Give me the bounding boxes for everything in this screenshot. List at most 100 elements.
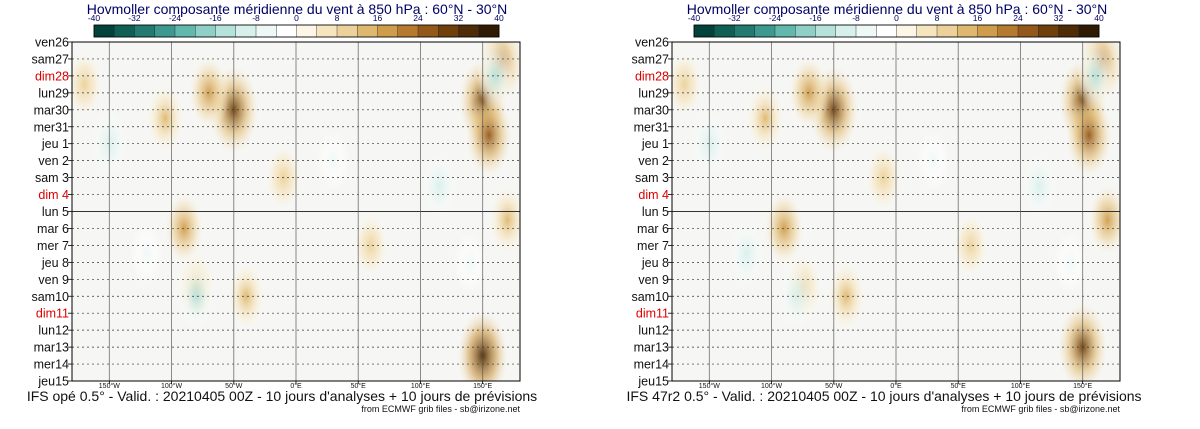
colorbar-tick-label: 16 <box>373 13 383 23</box>
y-tick-label: mar13 <box>634 341 669 355</box>
y-tick-label: mer 7 <box>37 239 69 253</box>
y-tick-label: ven 2 <box>638 154 669 168</box>
y-tick-label: lun29 <box>638 86 669 100</box>
colorbar-swatch <box>276 24 297 38</box>
field-blob <box>353 214 388 277</box>
colorbar-swatch <box>714 24 735 38</box>
colorbar-swatch <box>93 24 115 38</box>
colorbar-frame <box>93 24 500 38</box>
chart-subtitle: IFS opé 0.5° - Valid. : 20210405 00Z - 1… <box>27 388 537 404</box>
y-tick-label: dim28 <box>35 69 69 83</box>
colorbar-swatch <box>693 24 715 38</box>
field-blob <box>953 214 988 277</box>
colorbar-tick-label: -16 <box>809 13 822 23</box>
field-blob <box>488 185 520 255</box>
colorbar-swatch <box>1017 24 1039 38</box>
chart-title: Hovmoller composante méridienne du vent … <box>87 1 508 17</box>
plot-area: ven26 sam27 dim28 lun29 mar30 mer31 jeu 1 ven 2… <box>31 36 521 390</box>
y-tick-label: sam 3 <box>35 171 69 185</box>
field-blob <box>146 83 185 153</box>
colorbar-tick-label: -32 <box>128 13 141 23</box>
y-tick-label: ven 9 <box>38 273 69 287</box>
colorbar-swatch <box>997 24 1019 38</box>
y-tick-label: lun29 <box>38 86 69 100</box>
colorbar-swatch <box>1078 24 1100 38</box>
y-tick-label: dim 4 <box>38 188 69 202</box>
colorbar-swatch <box>195 24 216 38</box>
y-tick-label: sam27 <box>631 52 669 66</box>
colorbar-swatch <box>936 24 958 38</box>
x-tick-label: 0°E <box>890 382 902 390</box>
y-tick-label: lun 5 <box>642 205 669 219</box>
colorbar-swatch <box>734 24 756 38</box>
x-tick-label: 50°E <box>351 382 367 390</box>
y-tick-label: jeu 8 <box>641 256 669 270</box>
x-tick-label: 50°W <box>825 382 843 390</box>
colorbar-swatch <box>774 24 796 38</box>
colorbar-swatch <box>754 24 776 38</box>
colorbar-swatch <box>296 24 318 38</box>
y-tick-label: mar 6 <box>37 222 69 236</box>
colorbar-swatch <box>215 24 237 38</box>
colorbar-tick-label: 0 <box>894 13 899 23</box>
y-tick-label: jeu 1 <box>41 137 69 151</box>
hovmoller-chart-left: Hovmoller composante méridienne du vent … <box>27 1 537 414</box>
y-tick-label: sam27 <box>31 52 69 66</box>
x-tick-label: 150°E <box>473 382 492 390</box>
field-blob <box>466 94 512 177</box>
field-blob <box>129 223 164 285</box>
y-tick-label: lun12 <box>638 324 669 338</box>
colorbar-tick-label: 40 <box>494 13 504 23</box>
x-tick-label: 100°W <box>161 382 182 390</box>
colorbar-tick-label: 16 <box>973 13 983 23</box>
field-blob <box>1021 154 1057 219</box>
colorbar-tick-label: -16 <box>209 13 222 23</box>
field-blob <box>1066 94 1112 177</box>
y-tick-label: mer31 <box>34 120 69 134</box>
x-tick-label: 100°E <box>1011 382 1030 390</box>
colorbar-swatch <box>876 24 897 38</box>
x-tick-label: 150°E <box>1073 382 1092 390</box>
colorbar-swatch <box>134 24 156 38</box>
colorbar-swatch <box>397 24 419 38</box>
colorbar-swatch <box>336 24 358 38</box>
x-tick-label: 0°E <box>290 382 302 390</box>
colorbar-swatch <box>977 24 999 38</box>
hovmoller-panel-left: Hovmoller composante méridienne du vent … <box>0 0 600 424</box>
field-blob <box>453 231 488 294</box>
y-tick-label: mar30 <box>34 103 69 117</box>
y-tick-label: mer14 <box>34 358 69 372</box>
y-tick-label: ven26 <box>635 36 669 50</box>
colorbar-tick-label: -32 <box>728 13 741 23</box>
y-tick-label: jeu15 <box>637 375 669 389</box>
x-tick-label: 100°E <box>411 382 430 390</box>
colorbar-tick-label: 8 <box>935 13 940 23</box>
colorbar-swatch <box>478 24 500 38</box>
colorbar-tick-label: -8 <box>252 13 260 23</box>
x-tick-label: 50°E <box>951 382 967 390</box>
colorbar-tick-label: -8 <box>852 13 860 23</box>
y-tick-label: mer14 <box>634 358 669 372</box>
colorbar-tick-label: 32 <box>1054 13 1064 23</box>
y-tick-label: sam 3 <box>635 171 669 185</box>
field-blob <box>72 52 102 117</box>
y-tick-label: mar30 <box>634 103 669 117</box>
x-tick-label: 100°W <box>761 382 782 390</box>
y-tick-label: dim 4 <box>638 188 669 202</box>
colorbar-swatch <box>916 24 938 38</box>
colorbar-tick-label: 8 <box>335 13 340 23</box>
colorbar-tick-label: -40 <box>88 13 101 23</box>
colorbar: -40 -32 -24 -16 -8 0 8 16 24 32 40 <box>88 13 504 38</box>
colorbar-swatch <box>815 24 837 38</box>
x-tick-label: 150°W <box>699 382 720 390</box>
chart-credit: from ECMWF grib files - sb@irizone.net <box>961 404 1120 414</box>
x-tick-label: 150°W <box>99 382 120 390</box>
plot-area: ven26 sam27 dim28 lun29 mar30 mer31 jeu 1 ven 2… <box>631 36 1121 390</box>
chart-credit: from ECMWF grib files - sb@irizone.net <box>361 404 520 414</box>
y-tick-label: dim11 <box>36 307 69 321</box>
colorbar-swatch <box>417 24 439 38</box>
y-tick-label: mar 6 <box>637 222 669 236</box>
x-tick-label: 50°W <box>225 382 243 390</box>
field-blob <box>672 52 702 117</box>
field-blob <box>827 261 866 331</box>
